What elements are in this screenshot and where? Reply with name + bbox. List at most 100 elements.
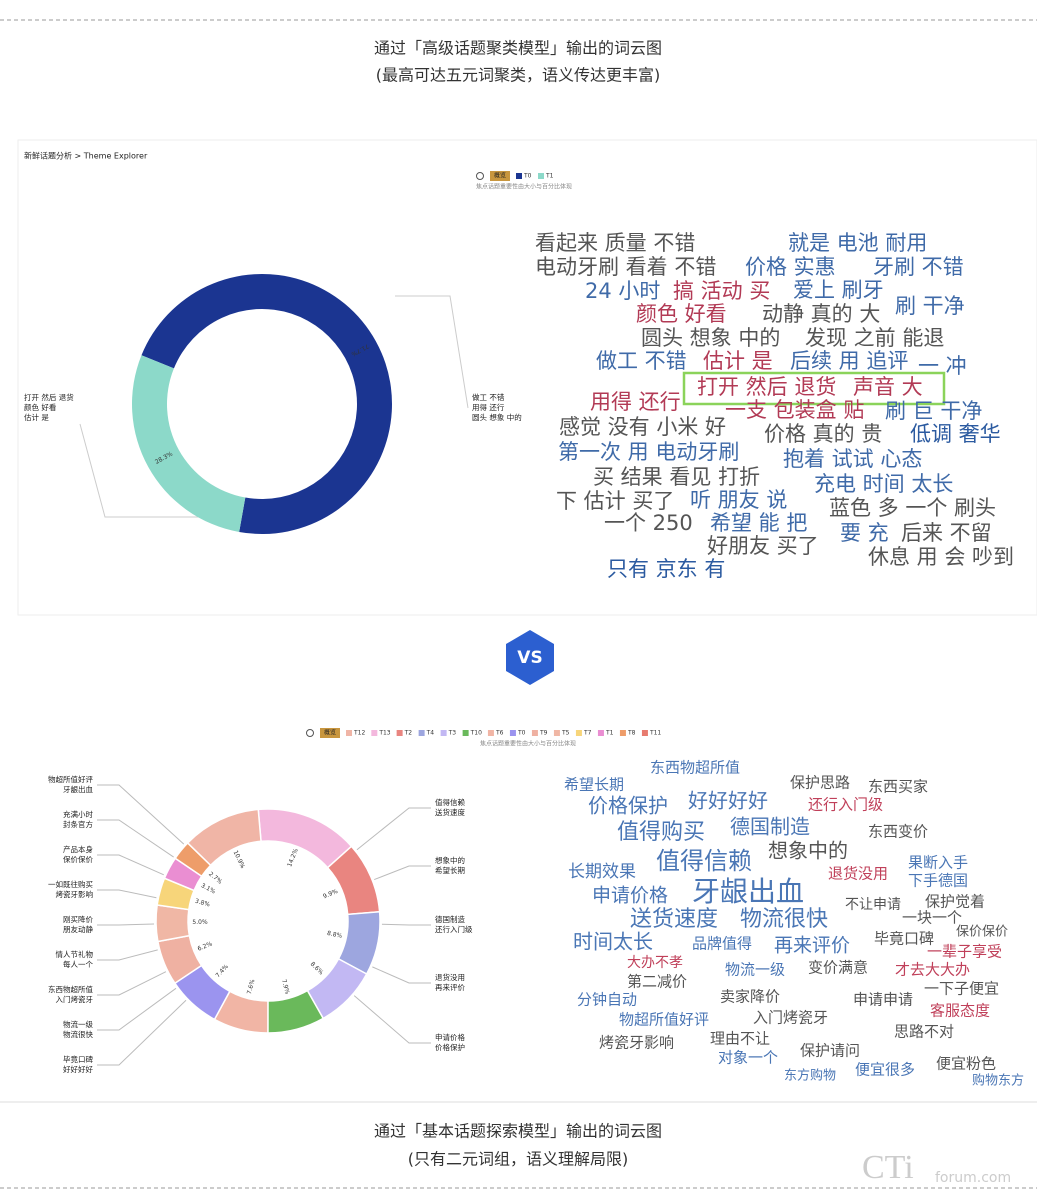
word: 价格 真的 贵 (764, 422, 882, 446)
word: 打开 然后 退货 (697, 375, 836, 399)
slice-label: 8.6% (309, 961, 325, 977)
legend-label: T7 (583, 730, 592, 737)
word: 一支 包装盒 贴 (725, 398, 864, 422)
word: 物流一级 (725, 961, 785, 979)
legend-label: T1 (545, 173, 554, 180)
legend-label: T11 (649, 730, 661, 737)
chart-subtitle: 焦点话题重要性由大小与百分比体现 (476, 183, 572, 191)
legend-swatch (641, 730, 648, 736)
legend-swatch (597, 730, 604, 736)
word: 理由不让 (710, 1030, 770, 1048)
legend-label: T10 (470, 730, 482, 737)
callout-line (97, 819, 174, 858)
legend-label: T4 (426, 730, 435, 737)
word: 德国制造 (730, 815, 810, 839)
word: 大办不孝 (627, 955, 683, 971)
legend-swatch (346, 730, 352, 736)
word: 好朋友 买了 (707, 534, 819, 558)
word: 客服态度 (930, 1002, 990, 1020)
slice-label: 2.7% (207, 871, 223, 886)
panel (17, 139, 1037, 616)
word: 买 结果 看见 打折 (593, 465, 760, 489)
chart-subtitle: 焦点话题重要性由大小与百分比体现 (480, 740, 576, 748)
word: 东西变价 (868, 823, 928, 841)
callout-text: 物超所值好评 (48, 774, 93, 784)
word: 还行入门级 (808, 796, 883, 814)
callout-text: 圆头 想象 中的 (472, 412, 522, 422)
word: 东方购物 (784, 1068, 836, 1084)
callout-text: 用得 还行 (472, 402, 505, 412)
word: 便宜粉色 (936, 1055, 996, 1073)
word: 用得 还行 (590, 390, 681, 414)
word: 低调 奢华 (910, 422, 1001, 446)
word: 圆头 想象 中的 (641, 326, 780, 350)
word: 思路不对 (894, 1023, 954, 1041)
word: 保护思路 (790, 774, 850, 792)
word: 刷 干净 (895, 294, 965, 318)
word: 物超所值好评 (619, 1011, 709, 1029)
slice-label: 7.9% (280, 978, 291, 995)
word: 才去大大办 (895, 961, 970, 979)
donut-slice (155, 904, 191, 943)
callout-text: 入门烤瓷牙 (56, 994, 94, 1004)
word: 一个 250 (604, 511, 693, 535)
callout-line (97, 987, 177, 1031)
vs-text: VS (517, 648, 542, 668)
callout-line (97, 889, 157, 899)
callout-text: 再来评价 (435, 983, 465, 992)
word: 休息 用 会 吵到 (868, 545, 1014, 569)
callout-text: 一如既往购买 (48, 879, 93, 889)
word: 后续 用 追评 (790, 349, 908, 373)
callout-text: 做工 不错 (472, 392, 505, 402)
slice-label: 6.2% (197, 940, 214, 952)
word: 申请申请 (853, 991, 913, 1009)
legend-swatch (462, 730, 469, 736)
word: 就是 电池 耐用 (788, 231, 927, 255)
legend-swatch (371, 730, 378, 736)
word: 送货速度 (630, 907, 718, 932)
callout-text: 价格保护 (435, 1042, 465, 1052)
slice-label: 9.9% (322, 888, 339, 901)
word: 发现 之前 能退 (805, 326, 944, 350)
callout-line (97, 999, 187, 1066)
word: 牙龈出血 (692, 875, 804, 908)
word: 好好好好 (688, 789, 768, 813)
callout-text: 想象中的 (435, 855, 465, 865)
callout-text: 值得信赖 (435, 797, 465, 807)
word: 蓝色 多 一个 刷头 (829, 496, 996, 520)
legend-label: T8 (627, 730, 636, 737)
callout-text: 充满小时 (63, 809, 93, 819)
word: 只有 京东 有 (607, 557, 725, 581)
word: 感觉 没有 小米 好 (559, 415, 726, 439)
word: 牙刷 不错 (873, 255, 964, 279)
callout-text: 打开 然后 退货 (24, 392, 74, 402)
word: 时间太长 (573, 930, 653, 954)
word: 希望 能 把 (710, 511, 807, 535)
word: 卖家降价 (720, 988, 780, 1006)
word: 变价满意 (808, 959, 868, 977)
slice-label: 7.6% (246, 978, 257, 995)
callout-text: 情人节礼物 (56, 949, 94, 959)
legend-label: T0 (523, 173, 532, 180)
word: 下手德国 (908, 872, 968, 890)
callout-line (395, 295, 469, 409)
legend-label: T2 (404, 730, 413, 737)
legend-swatch (619, 730, 626, 736)
word: 物流很快 (740, 907, 828, 932)
donut-slice (186, 808, 262, 867)
callout-text: 物流一级 (63, 1019, 93, 1029)
footer-line: 通过「基本话题探索模型」输出的词云图 (374, 1122, 662, 1141)
word: 估计 是 (703, 349, 773, 373)
callout-line (374, 865, 431, 881)
callout-text: 封条官方 (63, 819, 93, 829)
word: 对象一个 (718, 1049, 778, 1067)
legend-swatch (575, 730, 582, 736)
legend-label: T3 (448, 730, 457, 737)
legend-swatch (553, 730, 560, 736)
legend-icon (306, 729, 314, 737)
legend-label: T0 (517, 730, 526, 737)
word: 便宜很多 (855, 1061, 915, 1079)
word: 搞 活动 买 (673, 279, 770, 303)
word: 品牌值得 (692, 935, 752, 953)
word: 24 小时 (585, 279, 660, 303)
